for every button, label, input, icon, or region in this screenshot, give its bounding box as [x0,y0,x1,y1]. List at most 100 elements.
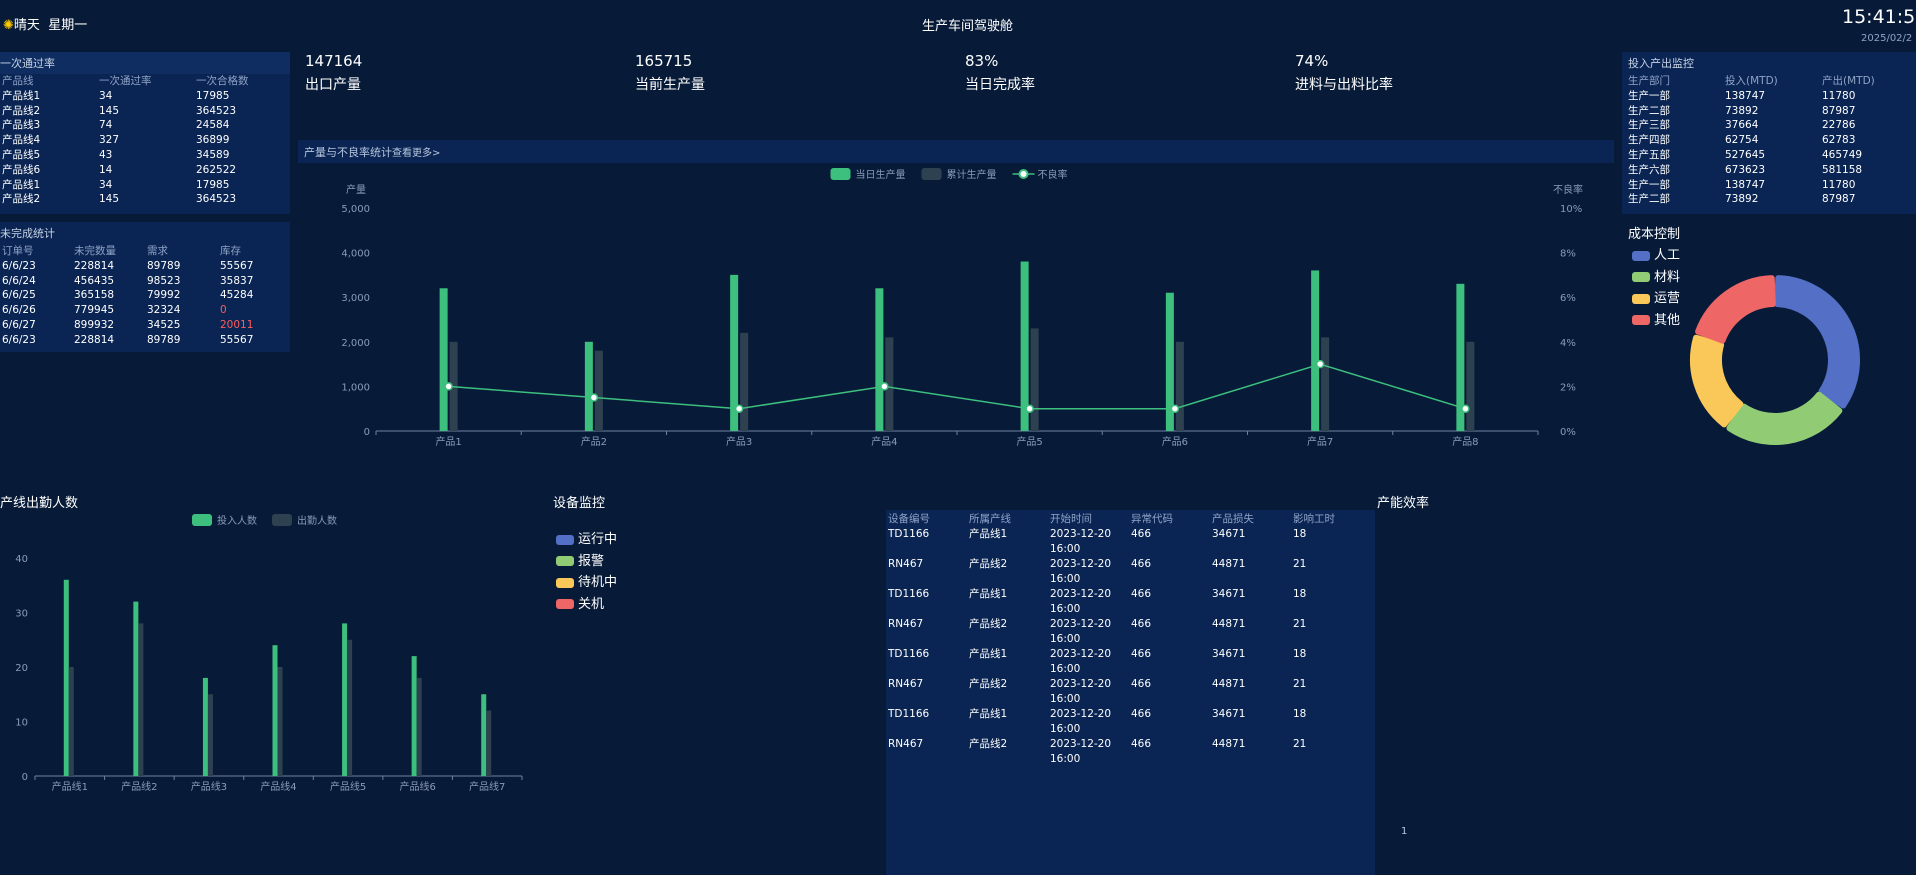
cell-text: 16:00 [1050,692,1081,705]
legend-item[interactable]: 待机中 [556,571,617,593]
defect-rate-point[interactable] [1170,404,1180,413]
bar-input[interactable] [411,656,417,776]
bar-cumulative[interactable] [885,337,894,431]
bar-input[interactable] [63,579,69,776]
y-tick-label: 0 [22,772,28,783]
view-more-link[interactable]: 查看更多> [392,148,441,159]
bar-daily[interactable] [875,288,884,431]
donut-slice[interactable] [1726,391,1843,445]
table-cell: 生产一部 [1628,178,1670,191]
cell-text: 产品线1 [969,527,1008,540]
table-row: RN467 产品线2 2023-12-20 16:00 466 44871 21 [886,677,1375,707]
donut-slice[interactable] [1695,275,1776,344]
table-cell: 产品线2 [967,737,1048,767]
table-cell: 55567 [220,333,254,346]
bar-daily[interactable] [730,274,739,431]
defect-rate-point[interactable] [880,382,889,391]
legend-item[interactable]: 运行中 [556,528,617,550]
table-row: 生产二部 73892 87987 [1626,192,1916,207]
bar-input[interactable] [342,623,348,776]
cell-text: RN467 [888,737,924,750]
kpi-card: 74% 进料与出料比率 [1295,52,1393,94]
table-cell: 364523 [196,193,237,206]
legend-label: 材料 [1654,269,1681,285]
x-tick-label: 产品线6 [399,780,435,793]
table-cell: 456435 [74,274,115,287]
bar-cumulative[interactable] [1175,341,1184,431]
table-cell: 43 [99,148,113,161]
legend-item[interactable]: 当日生产量 [830,168,906,181]
y-right-tick-label: 10% [1560,204,1582,215]
bar-daily[interactable] [1311,270,1320,431]
bar-attendance[interactable] [277,667,283,776]
legend-item[interactable]: 材料 [1632,266,1680,288]
cell-text: 产品线1 [969,587,1008,600]
defect-rate-point[interactable] [444,382,453,391]
legend-item[interactable]: 不良率 [1012,168,1068,181]
defect-rate-point[interactable] [1461,404,1470,413]
defect-rate-point[interactable] [734,404,744,413]
bar-input[interactable] [133,601,139,776]
legend-swatch [1632,272,1650,282]
donut-slice[interactable] [1774,275,1860,409]
donut-slice[interactable] [1690,334,1744,428]
defect-rate-point[interactable] [1315,359,1325,369]
defect-rate-point[interactable] [1025,404,1034,413]
defect-rate-point[interactable] [589,393,599,402]
table-row: 产品线4 327 36899 [0,133,290,148]
table-cell: 18 [1291,527,1375,557]
legend-item[interactable]: 运营 [1632,287,1680,309]
legend-label: 投入人数 [217,514,257,527]
legend-swatch [556,534,574,545]
cell-text: RN467 [888,617,924,630]
kpi-value: 74% [1295,52,1329,70]
efficiency-title: 产能效率 [1377,496,1430,511]
bar-cumulative[interactable] [740,332,749,431]
bar-input[interactable] [481,694,487,776]
legend-item[interactable]: 报警 [556,550,617,572]
legend-item[interactable]: 其他 [1632,309,1680,331]
cell-text: 466 [1131,617,1152,630]
bar-input[interactable] [272,645,278,776]
bar-attendance[interactable] [416,677,422,776]
bar-attendance[interactable] [138,623,144,776]
bar-input[interactable] [202,677,208,776]
bar-attendance[interactable] [347,639,353,776]
y-tick-label: 2,000 [341,338,370,349]
table-row: 6/6/24 456435 98523 35837 [0,274,290,289]
page-number[interactable]: 1 [1401,826,1408,837]
bar-attendance[interactable] [68,667,74,776]
table-cell: 21 [1291,557,1375,587]
bar-attendance[interactable] [207,694,213,776]
bar-daily[interactable] [1456,283,1465,431]
main-chart-header: 产量与不良率统计查看更多> [298,140,1614,163]
bar-cumulative[interactable] [1030,328,1039,431]
device-table-panel: 设备编号 所属产线 开始时间 异常代码 产品损失 影响工时 TD1166 产品线1… [886,510,1375,875]
legend-item[interactable]: 投入人数 [192,514,257,527]
col-header: 需求 [147,245,168,257]
bar-attendance[interactable] [486,710,492,776]
y-right-tick-label: 8% [1560,249,1576,260]
bar-cumulative[interactable] [594,350,603,431]
bar-cumulative[interactable] [1321,337,1330,431]
date: 2025/02/2 [1861,33,1913,44]
legend-item[interactable]: 出勤人数 [272,514,337,527]
legend-item[interactable]: 累计生产量 [921,168,997,181]
table-header: 订单号 未完数量 需求 库存 [0,244,290,259]
bar-daily[interactable] [439,288,448,431]
y-tick-label: 20 [15,663,28,674]
table-cell: 6/6/27 [2,318,36,331]
bar-daily[interactable] [584,341,593,431]
bar-cumulative[interactable] [1466,341,1475,431]
kpi-card: 147164 出口产量 [305,52,362,94]
bar-daily[interactable] [1020,261,1029,431]
table-cell: 11780 [1822,89,1856,102]
legend-item[interactable]: 人工 [1632,244,1680,266]
table-cell: 生产五部 [1628,148,1670,161]
kpi-label: 出口产量 [305,77,361,93]
legend-item[interactable]: 关机 [556,593,617,615]
bar-daily[interactable] [1165,292,1174,431]
kpi-label: 当前生产量 [635,77,705,93]
unfinished-panel: 未完成统计 订单号 未完数量 需求 库存 6/6/23 228814 89789 55… [0,222,290,352]
x-tick-label: 产品7 [1307,435,1333,448]
